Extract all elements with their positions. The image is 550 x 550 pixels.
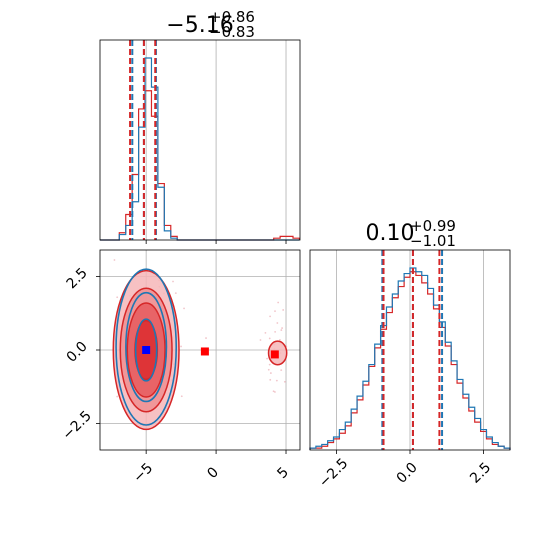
param2-quantile-lines (381, 250, 444, 450)
panel-param2-marginal: 0.10 +0.99 −1.01 −2.5 0.0 2.5 (309, 217, 511, 491)
param2-tick-label-2: 2.5 (467, 460, 494, 487)
param1-title: −5.16 (166, 13, 233, 38)
joint-marker-1 (200, 347, 209, 356)
param2-histograms (309, 267, 511, 450)
joint-scatter-point (269, 378, 272, 381)
joint-y-tick-label-0: −2.5 (59, 408, 94, 443)
joint-scatter-point (259, 339, 262, 341)
param2-title: 0.10 (366, 221, 415, 246)
joint-scatter-point (180, 395, 183, 398)
joint-scatter-point (268, 363, 271, 366)
joint-scatter-point (116, 296, 119, 299)
joint-scatter-point (264, 331, 267, 334)
param2-x-ticks: −2.5 0.0 2.5 (316, 450, 494, 491)
param2-gridlines (336, 250, 484, 450)
joint-scatter-point (281, 327, 283, 329)
joint-scatter-point (272, 390, 275, 393)
joint-x-tick-label-0: −5 (130, 460, 156, 486)
joint-x-ticks: −5 0 5 (130, 450, 292, 486)
joint-x-tick-label-1: 0 (204, 464, 222, 482)
joint-scatter-point (180, 345, 182, 348)
joint-scatter-point (183, 307, 185, 310)
param1-quantile-lines (129, 40, 157, 240)
joint-y-ticks: −2.5 0.0 2.5 (59, 265, 100, 443)
param1-title-main: −5.16 (166, 13, 233, 38)
joint-blue-contour-1 (125, 291, 168, 403)
joint-scatter-point (276, 322, 279, 324)
joint-scatter-point (116, 395, 119, 398)
joint-scatter-point (269, 372, 272, 374)
joint-marker-0 (142, 346, 151, 354)
joint-contours (112, 268, 288, 431)
joint-scatter-point (113, 259, 116, 261)
joint-scatter-point (274, 330, 277, 333)
panel-joint-2d: −5 0 5 −2.5 0.0 2.5 (59, 247, 301, 486)
param2-title-sup: +0.99 (410, 217, 456, 235)
param2-tick-label-1: 0.0 (394, 460, 421, 487)
joint-scatter-point (282, 309, 285, 311)
joint-scatter-point (283, 380, 286, 383)
joint-scatter-point (274, 310, 276, 313)
joint-scatter-point (174, 292, 177, 295)
joint-scatter-point (267, 368, 270, 371)
joint-marker-2 (270, 350, 279, 359)
joint-scatter-point (277, 301, 280, 304)
joint-y-tick-label-2: 2.5 (64, 265, 91, 292)
joint-scatter-point (280, 329, 283, 331)
joint-blue-contour-2 (134, 318, 158, 382)
joint-scatter-point (269, 315, 271, 318)
joint-scatter-point (172, 280, 174, 283)
joint-scatter-point (268, 337, 271, 340)
joint-markers (142, 346, 279, 359)
param1-axes-frame (99, 39, 301, 241)
panel-param1-marginal: −5.16 +0.86 −0.83 (99, 8, 301, 244)
param2-title-sub: −1.01 (410, 232, 456, 250)
param1-title-sub: −0.83 (209, 23, 255, 41)
param2-histogram-blue-step (309, 267, 511, 450)
joint-blue-contour-0 (115, 268, 178, 426)
joint-scatter-point (279, 339, 281, 341)
joint-scatter-point (205, 337, 207, 339)
joint-scatter-point (274, 391, 276, 393)
param1-gridlines (145, 40, 287, 240)
joint-scatter-point (266, 357, 268, 360)
joint-scatter-point (137, 247, 139, 249)
joint-scatter-point (280, 369, 283, 372)
joint-y-tick-label-1: 0.0 (64, 339, 91, 366)
param2-title-main: 0.10 (366, 221, 415, 246)
joint-x-tick-label-2: 5 (274, 464, 292, 482)
param1-x-ticks (145, 240, 287, 244)
joint-scatter-point (275, 379, 278, 382)
param1-title-sup: +0.86 (209, 8, 255, 26)
param2-tick-label-0: −2.5 (316, 455, 351, 490)
